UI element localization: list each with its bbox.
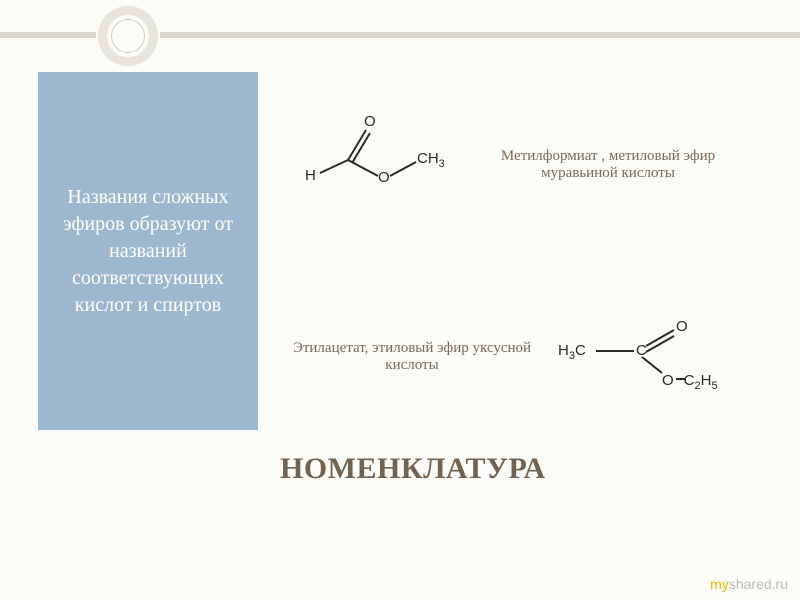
chem-label-C: C [636,342,647,359]
chem-label-oc2h5: OC2H5 [662,372,718,392]
chem-label-O2: O [676,318,688,335]
ethyl-acetate-caption: Этилацетат, этиловый эфир уксусной кисло… [282,340,542,374]
decorative-ring [98,6,158,66]
watermark: myshared.ru [710,576,788,592]
ethyl-acetate-structure: H3C C O OC2H5 [558,315,748,395]
chem-label-O-ether: O [378,169,390,186]
side-panel-text: Названия сложных эфиров образуют от назв… [56,184,240,319]
methyl-formate-caption: Метилформиат , метиловый эфир муравьиной… [468,148,748,182]
side-panel: Названия сложных эфиров образуют от назв… [38,72,258,430]
section-heading: НОМЕНКЛАТУРА [280,452,546,486]
chem-label-O-double: O [364,113,376,130]
watermark-my: my [710,576,729,592]
watermark-ru: .ru [772,576,788,592]
chem-label-h3c: H3C [558,342,586,362]
chem-label-CH: CH3 [417,150,445,170]
chem-label-H: H [305,167,316,184]
methyl-formate-structure: H O O CH3 [300,108,450,198]
watermark-shared: shared [729,576,772,592]
